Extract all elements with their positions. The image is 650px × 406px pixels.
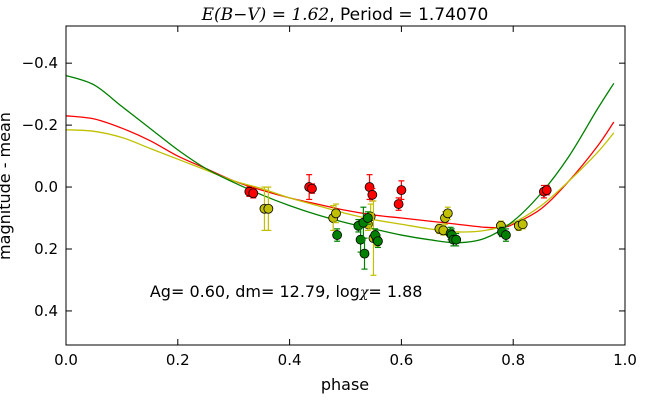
x-axis-label: phase (321, 375, 369, 394)
y-tick-label: −0.4 (22, 54, 58, 72)
data-point (396, 185, 407, 196)
data-point (442, 208, 453, 219)
x-tick-label: 0.0 (54, 351, 78, 369)
data-point (541, 185, 552, 196)
fit-annotation: Ag= 0.60, dm= 12.79, logχ= 1.88 (150, 282, 423, 301)
model-curve (65, 129, 615, 233)
data-point (307, 183, 317, 194)
x-tick-label: 0.6 (389, 351, 413, 369)
data-point (332, 230, 343, 240)
data-point (451, 234, 462, 245)
data-point (359, 248, 370, 259)
model-curve (65, 115, 615, 229)
model-curve (65, 74, 615, 244)
fit-annotation-prefix: Ag= 0.60, dm= 12.79, log (150, 282, 360, 301)
data-point (393, 199, 404, 209)
data-point (263, 203, 274, 214)
x-tick-label: 1.0 (613, 351, 637, 369)
chart-title-math: E(B−V) = 1.62 (201, 5, 330, 25)
data-point (362, 213, 373, 223)
x-tick-label: 0.4 (278, 351, 302, 369)
fit-annotation-suffix: = 1.88 (368, 282, 422, 301)
y-tick-label: 0.4 (34, 302, 58, 320)
x-tick-label: 0.8 (501, 351, 525, 369)
model-curves (65, 74, 615, 244)
y-tick-label: −0.2 (22, 116, 58, 134)
data-point (248, 188, 259, 199)
y-tick-label: 0.2 (34, 240, 58, 258)
plot-frame (65, 25, 626, 346)
y-tick-label: 0.0 (34, 178, 58, 196)
data-point (331, 208, 341, 219)
y-axis-label: magnitude - mean (0, 112, 14, 260)
data-point (373, 236, 383, 247)
data-points (244, 174, 552, 276)
x-tick-label: 0.2 (166, 351, 190, 369)
chart-title-period: , Period = 1.74070 (329, 5, 488, 25)
fit-annotation-chi: χ (359, 285, 370, 301)
data-point (517, 219, 528, 230)
data-point (501, 230, 511, 240)
data-point (367, 189, 378, 200)
x-axis-ticks: 0.0 0.2 0.4 0.6 0.8 1.0 (54, 26, 637, 369)
y-axis-ticks: −0.4 −0.2 0.0 0.2 0.4 (22, 54, 625, 320)
chart-title: E(B−V) = 1.62, Period = 1.74070 (201, 5, 489, 25)
